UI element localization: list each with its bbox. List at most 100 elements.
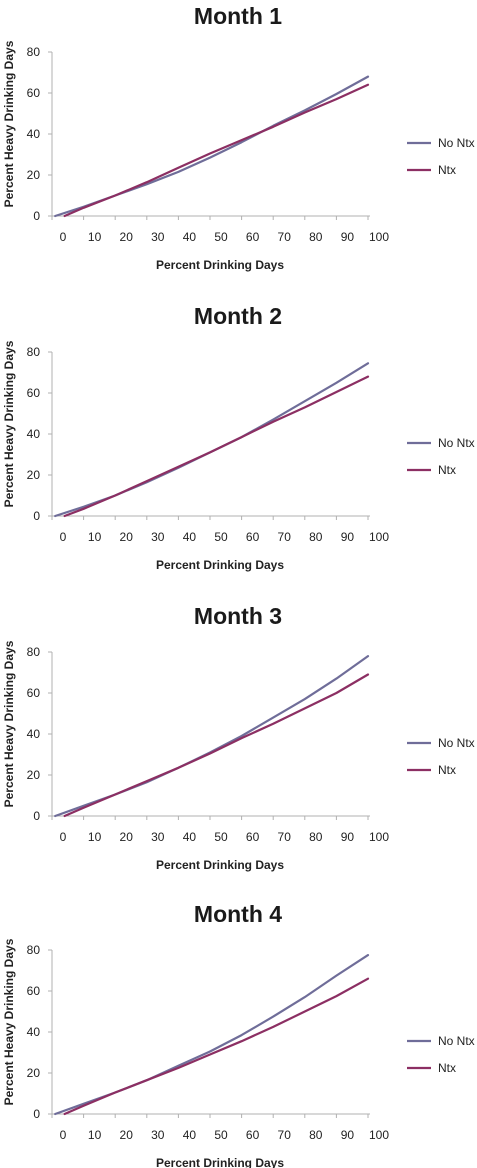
series-line-ntx — [63, 83, 370, 218]
series-line-ntx — [63, 977, 370, 1116]
x-tick-label: 40 — [183, 1128, 197, 1142]
x-tick-label: 20 — [120, 230, 134, 244]
chart-panel-1: Month 1 0 20 40 60 80 0 10 20 30 40 50 60 70 80 90 100 Pe… — [2, 3, 475, 272]
y-tick-label: 0 — [33, 1107, 40, 1121]
x-axis-label: Percent Drinking Days — [156, 258, 284, 272]
x-axis-label: Percent Drinking Days — [156, 1156, 284, 1168]
series-line-ntx — [63, 673, 370, 818]
x-tick-label: 0 — [60, 1128, 67, 1142]
y-tick-label: 40 — [27, 127, 41, 141]
chart-panel-3: Month 3 0 20 40 60 80 0 10 20 30 40 50 60 70 80 90 100 Pe… — [2, 603, 475, 872]
y-tick-label: 40 — [27, 1025, 41, 1039]
series-line-no-ntx — [54, 953, 370, 1116]
x-tick-label: 30 — [151, 230, 165, 244]
legend-label: No Ntx — [438, 136, 475, 150]
y-tick-label: 80 — [27, 345, 41, 359]
x-tick-label: 80 — [309, 830, 323, 844]
legend-label: Ntx — [438, 763, 456, 777]
y-tick-label: 80 — [27, 943, 41, 957]
y-tick-label: 20 — [27, 768, 41, 782]
y-tick-label: 20 — [27, 168, 41, 182]
x-tick-label: 40 — [183, 530, 197, 544]
x-tick-label: 90 — [341, 1128, 355, 1142]
y-tick-label: 0 — [33, 509, 40, 523]
y-tick-label: 60 — [27, 386, 41, 400]
y-axis-label: Percent Heavy Drinking Days — [2, 938, 16, 1105]
x-tick-label: 0 — [60, 830, 67, 844]
x-tick-label: 90 — [341, 230, 355, 244]
x-tick-label: 0 — [60, 230, 67, 244]
x-tick-label: 70 — [278, 530, 292, 544]
x-tick-label: 90 — [341, 830, 355, 844]
legend-label: No Ntx — [438, 1034, 475, 1048]
y-tick-label: 0 — [33, 209, 40, 223]
y-tick-label: 40 — [27, 727, 41, 741]
series-line-no-ntx — [54, 654, 370, 818]
x-tick-label: 80 — [309, 230, 323, 244]
y-tick-label: 60 — [27, 686, 41, 700]
legend-item: No Ntx — [407, 136, 475, 150]
x-tick-label: 10 — [88, 230, 102, 244]
x-tick-label: 70 — [278, 1128, 292, 1142]
series-line-no-ntx — [54, 75, 370, 218]
x-tick-label: 70 — [278, 230, 292, 244]
legend-item: Ntx — [407, 163, 456, 177]
x-tick-label: 100 — [369, 1128, 389, 1142]
x-tick-label: 10 — [88, 1128, 102, 1142]
legend-label: Ntx — [438, 463, 456, 477]
x-tick-label: 100 — [369, 530, 389, 544]
legend-label: Ntx — [438, 1061, 456, 1075]
legend-label: Ntx — [438, 163, 456, 177]
series-line-ntx — [63, 375, 370, 518]
series-line-no-ntx — [54, 362, 370, 518]
legend-label: No Ntx — [438, 736, 475, 750]
x-tick-label: 60 — [246, 1128, 260, 1142]
x-tick-label: 80 — [309, 1128, 323, 1142]
legend-item: No Ntx — [407, 736, 475, 750]
x-tick-label: 30 — [151, 530, 165, 544]
y-axis-label: Percent Heavy Drinking Days — [2, 40, 16, 207]
x-tick-label: 50 — [214, 1128, 228, 1142]
x-tick-label: 100 — [369, 830, 389, 844]
y-tick-label: 80 — [27, 45, 41, 59]
legend-item: No Ntx — [407, 436, 475, 450]
chart-title: Month 4 — [194, 901, 282, 927]
x-tick-label: 30 — [151, 830, 165, 844]
x-tick-label: 20 — [120, 1128, 134, 1142]
x-tick-label: 90 — [341, 530, 355, 544]
chart-title: Month 1 — [194, 3, 282, 29]
legend-item: Ntx — [407, 463, 456, 477]
x-tick-label: 60 — [246, 530, 260, 544]
chart-panel-4: Month 4 0 20 40 60 80 0 10 20 30 40 50 60 70 80 90 100 Pe… — [2, 901, 475, 1168]
x-tick-label: 50 — [214, 830, 228, 844]
x-tick-label: 100 — [369, 230, 389, 244]
legend-item: No Ntx — [407, 1034, 475, 1048]
x-tick-label: 80 — [309, 530, 323, 544]
y-tick-label: 40 — [27, 427, 41, 441]
x-tick-label: 0 — [60, 530, 67, 544]
x-tick-label: 40 — [183, 230, 197, 244]
x-tick-label: 10 — [88, 830, 102, 844]
chart-panel-2: Month 2 0 20 40 60 80 0 10 20 30 40 50 60 70 80 90 100 Pe… — [2, 303, 475, 572]
x-tick-label: 60 — [246, 830, 260, 844]
x-tick-label: 70 — [278, 830, 292, 844]
y-tick-label: 80 — [27, 645, 41, 659]
x-tick-label: 30 — [151, 1128, 165, 1142]
y-axis-label: Percent Heavy Drinking Days — [2, 340, 16, 507]
x-tick-label: 20 — [120, 830, 134, 844]
chart-title: Month 3 — [194, 603, 282, 629]
x-tick-label: 50 — [214, 230, 228, 244]
x-axis-label: Percent Drinking Days — [156, 558, 284, 572]
y-axis-label: Percent Heavy Drinking Days — [2, 640, 16, 807]
chart-title: Month 2 — [194, 303, 282, 329]
y-tick-label: 60 — [27, 984, 41, 998]
x-tick-label: 50 — [214, 530, 228, 544]
y-tick-label: 20 — [27, 468, 41, 482]
y-tick-label: 0 — [33, 809, 40, 823]
x-tick-label: 60 — [246, 230, 260, 244]
x-tick-label: 10 — [88, 530, 102, 544]
legend-item: Ntx — [407, 763, 456, 777]
x-tick-label: 40 — [183, 830, 197, 844]
legend-item: Ntx — [407, 1061, 456, 1075]
